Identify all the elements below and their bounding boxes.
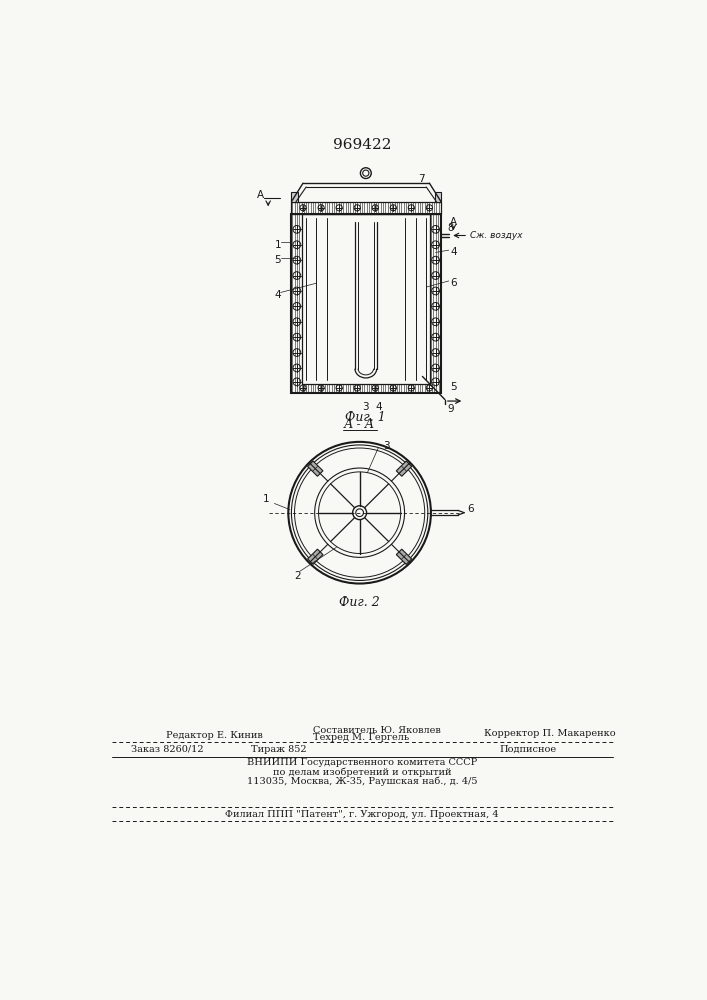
- Text: Техред М. Гергель: Техред М. Гергель: [313, 733, 409, 742]
- Text: Сж. воздух: Сж. воздух: [469, 231, 522, 240]
- Text: Составитель Ю. Яковлев: Составитель Ю. Яковлев: [313, 726, 441, 735]
- Text: Фиг. 1: Фиг. 1: [346, 411, 386, 424]
- Text: ВНИИПИ Государственного комитета СССР: ВНИИПИ Государственного комитета СССР: [247, 758, 477, 767]
- Polygon shape: [397, 549, 411, 564]
- Text: 7: 7: [418, 174, 424, 184]
- Text: 4: 4: [375, 402, 382, 412]
- Text: 6: 6: [467, 504, 474, 514]
- Text: 4: 4: [450, 247, 457, 257]
- Bar: [291, 214, 441, 393]
- Text: 9: 9: [448, 404, 454, 414]
- Text: Редактор Е. Кинив: Редактор Е. Кинив: [166, 732, 262, 740]
- Text: 3: 3: [362, 402, 368, 412]
- Text: 3: 3: [383, 441, 390, 451]
- Polygon shape: [308, 549, 323, 564]
- Bar: [435, 192, 441, 202]
- Text: 113035, Москва, Ж-35, Раушская наб., д. 4/5: 113035, Москва, Ж-35, Раушская наб., д. …: [247, 777, 477, 786]
- Text: 5: 5: [274, 255, 281, 265]
- Text: Филиал ППП "Патент", г. Ужгород, ул. Проектная, 4: Филиал ППП "Патент", г. Ужгород, ул. Про…: [225, 810, 498, 819]
- Text: 5: 5: [450, 382, 457, 392]
- Text: Тираж 852: Тираж 852: [251, 745, 307, 754]
- Text: Заказ 8260/12: Заказ 8260/12: [131, 745, 204, 754]
- Bar: [303, 214, 430, 384]
- Text: А: А: [257, 190, 264, 200]
- Polygon shape: [308, 461, 323, 476]
- Text: 4: 4: [274, 290, 281, 300]
- Polygon shape: [397, 461, 411, 476]
- Text: 1: 1: [274, 240, 281, 250]
- Text: 8: 8: [448, 223, 453, 233]
- Bar: [291, 202, 441, 214]
- Text: А: А: [450, 217, 457, 227]
- Text: А - А: А - А: [344, 418, 375, 431]
- Bar: [291, 192, 298, 202]
- Text: 1: 1: [263, 494, 270, 504]
- Text: 2: 2: [295, 571, 301, 581]
- Text: 969422: 969422: [333, 138, 391, 152]
- Text: Корректор П. Макаренко: Корректор П. Макаренко: [484, 729, 615, 738]
- Text: 6: 6: [450, 278, 457, 288]
- Text: Фиг. 2: Фиг. 2: [339, 596, 380, 609]
- Text: Подписное: Подписное: [499, 745, 556, 754]
- Text: по делам изобретений и открытий: по делам изобретений и открытий: [273, 767, 451, 777]
